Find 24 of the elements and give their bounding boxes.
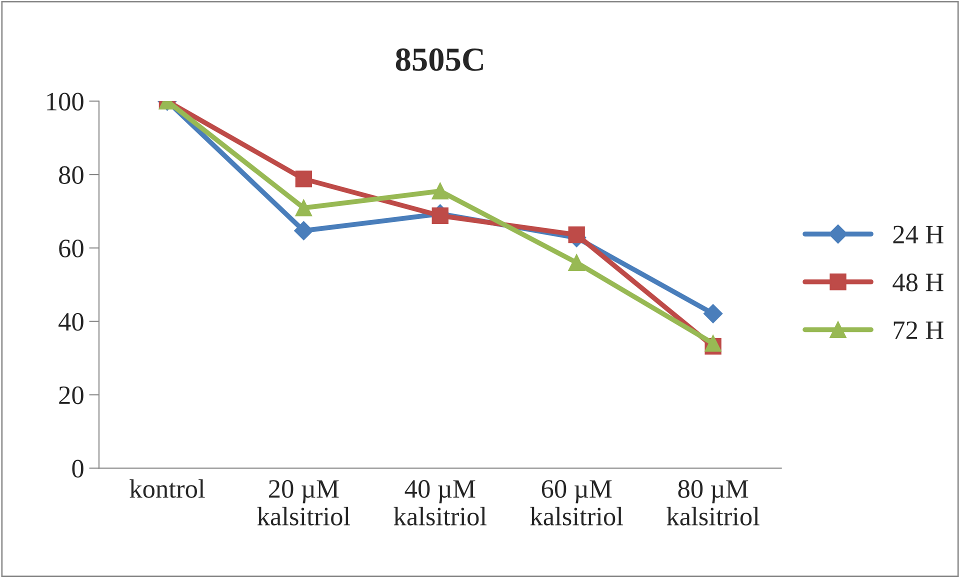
point [295, 200, 312, 216]
x-tick-label: 80 µM kalsitriol [666, 480, 760, 526]
y-tick-label: 100 [47, 92, 84, 111]
x-tick-label: 20 µM kalsitriol [257, 480, 350, 526]
x-tick-label: 40 µM kalsitriol [394, 480, 487, 526]
point [568, 254, 585, 271]
legend-label: 24 H [893, 226, 944, 244]
point [432, 207, 448, 224]
chart-title: 8505C [396, 48, 483, 71]
point [294, 221, 314, 240]
point [568, 226, 585, 244]
y-tick-label: 20 [59, 386, 84, 404]
y-tick-label: 0 [72, 460, 84, 478]
point [295, 170, 312, 188]
y-tick-label: 80 [59, 166, 84, 184]
point [704, 335, 722, 352]
point [432, 182, 448, 200]
x-tick-label: 60 µM kalsitriol [530, 480, 623, 526]
y-tick-label: 60 [59, 240, 84, 258]
x-tick-label: kontrol [130, 479, 205, 498]
legend-label: 48 H [892, 274, 944, 292]
legend-label: 72 H [894, 321, 944, 339]
point [704, 304, 723, 324]
y-tick-label: 40 [58, 312, 84, 331]
